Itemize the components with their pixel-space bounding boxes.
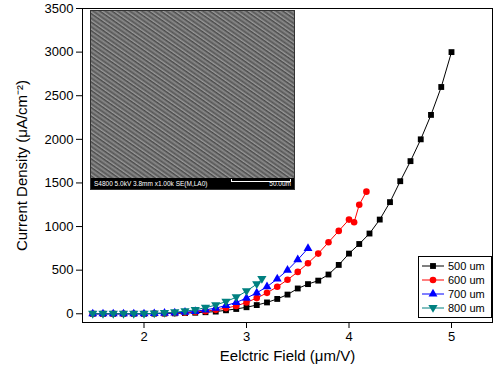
svg-text:2000: 2000 — [45, 131, 74, 146]
svg-text:Current Density (μA/cm⁻²): Current Density (μA/cm⁻²) — [13, 80, 30, 251]
svg-text:4: 4 — [345, 329, 352, 344]
svg-text:0: 0 — [66, 306, 73, 321]
svg-text:1000: 1000 — [45, 219, 74, 234]
svg-text:3000: 3000 — [45, 44, 74, 59]
html-text:800 um: 800 um — [448, 302, 485, 314]
svg-text:Eelctric Field (μm/V): Eelctric Field (μm/V) — [220, 347, 355, 364]
svg-text:2: 2 — [140, 329, 147, 344]
svg-text:3500: 3500 — [45, 1, 74, 16]
html-text:600 um: 600 um — [448, 274, 485, 286]
html-text:500 um: 500 um — [448, 260, 485, 272]
html-text:700 um: 700 um — [448, 288, 485, 300]
html-text:S4800 5.0kV 3.8mm x1.00k SE(M,: S4800 5.0kV 3.8mm x1.00k SE(M,LA0) — [94, 180, 208, 187]
svg-text:3: 3 — [243, 329, 250, 344]
svg-text:1500: 1500 — [45, 175, 74, 190]
html-text:50.0um: 50.0um — [269, 180, 291, 187]
svg-text:500: 500 — [52, 262, 74, 277]
svg-text:2500: 2500 — [45, 88, 74, 103]
svg-text:5: 5 — [448, 329, 455, 344]
